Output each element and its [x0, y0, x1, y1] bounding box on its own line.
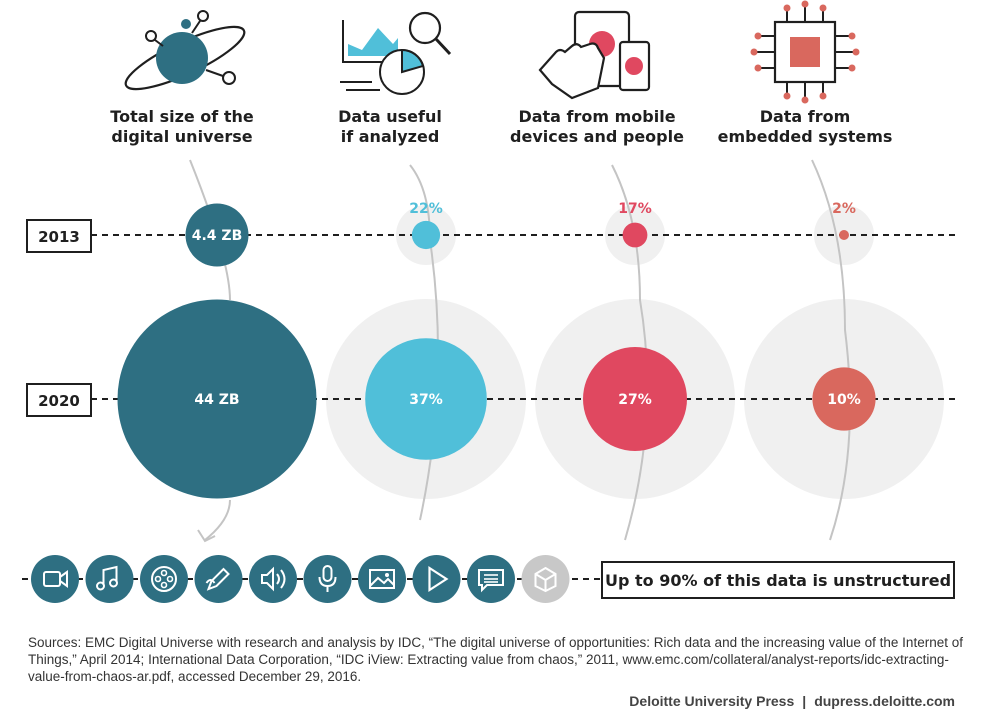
bubble-4-2013 — [839, 230, 849, 240]
bubble-4-2020 — [812, 367, 876, 431]
sources-note: Sources: EMC Digital Universe with resea… — [28, 635, 963, 684]
unstructured-callout-box — [601, 561, 955, 599]
connector-arrowhead — [197, 529, 216, 543]
music-icon — [85, 555, 134, 603]
data-type-icons — [31, 555, 570, 603]
column-title-total-line2: digital universe — [111, 127, 252, 146]
bubble-2-2020 — [365, 338, 487, 460]
play-icon — [412, 555, 461, 603]
bubble-3-2020 — [583, 347, 687, 451]
bubble-label-3-2020: 27% — [618, 392, 652, 408]
embedded-chip-icon — [750, 0, 860, 104]
connector-arc-3 — [611, 164, 649, 541]
digital-universe-icon — [124, 10, 246, 91]
bubble-1-2020 — [117, 299, 317, 499]
pen-icon — [194, 555, 243, 603]
chat-icon — [467, 555, 515, 603]
column-title-embedded: Data from — [760, 107, 851, 126]
column-title-mobile-line2: devices and people — [510, 127, 684, 146]
column-title-mobile: Data from mobile — [518, 107, 675, 126]
column-title-useful: Data useful — [338, 107, 442, 126]
column-title-embedded-line2: embedded systems — [718, 127, 893, 146]
column-title-total: Total size of the — [110, 107, 254, 126]
video-icon — [31, 555, 79, 603]
credit-line: Deloitte University Press | dupress.deloit… — [629, 693, 955, 709]
bubble-label-1-2020: 44 ZB — [194, 392, 239, 408]
bubble-1-2013 — [185, 203, 249, 267]
bubble-label-2-2013: 22% — [409, 201, 443, 217]
unstructured-callout: Up to 90% of this data is unstructured — [605, 571, 951, 590]
film-reel-icon — [140, 555, 188, 603]
year-label-2013: 2013 — [38, 228, 80, 246]
column-title-useful-line2: if analyzed — [341, 127, 440, 146]
site-url: dupress.deloitte.com — [814, 693, 955, 709]
bubble-label-2-2020: 37% — [409, 392, 443, 408]
year-box-2013 — [26, 219, 92, 253]
bubble-label-4-2020: 10% — [827, 392, 861, 408]
bubble-3-2013 — [622, 222, 648, 248]
bubble-layer: 4.4 ZB 44 ZB 22% 37% 17% 27% 2% 10% — [117, 201, 876, 499]
cube-icon — [521, 555, 570, 603]
analytics-icon — [340, 11, 452, 95]
bubble-label-3-2013: 17% — [618, 201, 652, 217]
image-icon — [358, 555, 406, 603]
bubble-2-2013 — [411, 220, 441, 250]
connector-arc-4 — [811, 159, 851, 541]
year-label-2020: 2020 — [38, 392, 80, 410]
mobile-devices-icon — [538, 10, 651, 100]
bubble-label-4-2013: 2% — [832, 201, 856, 217]
credit-separator: | — [802, 693, 807, 709]
microphone-icon — [303, 555, 352, 603]
year-box-2020 — [26, 383, 92, 417]
publisher-name: Deloitte University Press — [629, 693, 795, 709]
bubble-label-1-2013: 4.4 ZB — [192, 228, 243, 244]
speaker-icon — [249, 555, 297, 603]
